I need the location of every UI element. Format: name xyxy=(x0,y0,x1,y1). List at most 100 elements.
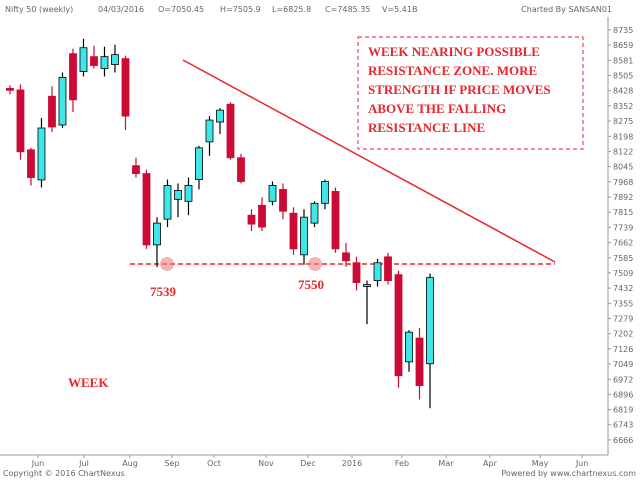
candle-body xyxy=(300,216,308,256)
candle-body xyxy=(415,337,424,387)
candle-body xyxy=(216,109,224,123)
x-tick-label: May xyxy=(532,459,549,468)
y-tick-label: 6743 xyxy=(613,421,633,430)
candle-body xyxy=(111,54,119,65)
header-date: 04/03/2016 xyxy=(98,5,144,14)
period-label: WEEK xyxy=(68,375,109,390)
note-line: RESISTANCE ZONE. MORE xyxy=(368,63,537,78)
header-volume: V=5.41B xyxy=(382,5,417,14)
y-tick-label: 7049 xyxy=(613,360,633,369)
candle-body xyxy=(195,147,203,180)
x-tick-label: Oct xyxy=(207,459,221,468)
candle-body xyxy=(226,103,235,159)
header-open: O=7050.45 xyxy=(158,5,204,14)
y-tick-label: 7432 xyxy=(613,284,633,293)
note-box xyxy=(357,36,584,150)
candle-body xyxy=(258,204,266,228)
plot: 8735 8659 8581 8505 8428 8352 8275 8198 8122 8045… xyxy=(0,17,633,468)
y-tick-label: 6896 xyxy=(613,390,633,399)
y-tick-label: 7126 xyxy=(613,345,633,354)
y-tick-label: 8581 xyxy=(613,56,633,65)
x-tick-label: Aug xyxy=(122,459,138,468)
candle-body xyxy=(37,127,46,181)
y-tick-label: 7892 xyxy=(613,193,633,202)
x-tick-label: 2016 xyxy=(342,459,362,468)
x-tick-label: Mar xyxy=(438,459,454,468)
candle-body xyxy=(16,89,25,153)
y-tick-label: 7279 xyxy=(613,314,633,323)
x-tick-label: Feb xyxy=(395,459,409,468)
x-tick-label: Jun xyxy=(575,459,589,468)
note-line: RESISTANCE LINE xyxy=(368,120,485,135)
header-credit: Charted By SANSAN01 xyxy=(521,5,612,14)
trend-line xyxy=(182,59,556,263)
candle-body xyxy=(405,331,413,363)
y-tick-label: 6972 xyxy=(613,375,633,384)
y-tick-label: 8428 xyxy=(613,87,633,96)
candle-body xyxy=(426,277,434,365)
candle-body xyxy=(6,87,14,91)
low-marker xyxy=(308,257,322,271)
header-low: L=6825.8 xyxy=(272,5,311,14)
candle-body xyxy=(237,157,245,182)
candle-body xyxy=(394,274,403,377)
y-tick-label: 7355 xyxy=(613,299,633,308)
candle-body xyxy=(352,262,361,283)
x-tick-label: Sep xyxy=(164,459,179,468)
candle-body xyxy=(163,185,172,220)
x-tick-label: Jul xyxy=(78,459,89,468)
candle-body xyxy=(153,222,161,246)
y-tick-label: 7202 xyxy=(613,330,633,339)
candle-body xyxy=(69,53,77,101)
y-tick-label: 7739 xyxy=(613,223,633,232)
x-tick-label: Dec xyxy=(300,459,315,468)
candle-body xyxy=(331,191,340,250)
y-tick-label: 8198 xyxy=(613,132,633,141)
note-line: WEEK NEARING POSSIBLE xyxy=(368,44,540,59)
candle-body xyxy=(279,189,287,212)
candle-body xyxy=(142,173,151,246)
low-label: 7539 xyxy=(150,284,177,299)
candle-body xyxy=(247,214,256,225)
candle-body xyxy=(384,256,392,281)
candle-body xyxy=(79,47,88,72)
y-tick-label: 7662 xyxy=(613,239,633,248)
candle-body xyxy=(27,149,35,178)
candle-body xyxy=(373,262,382,281)
candle-body xyxy=(321,181,329,204)
y-tick-label: 7968 xyxy=(613,178,633,187)
candle-body xyxy=(342,252,350,262)
y-tick-label: 8505 xyxy=(613,71,633,80)
x-tick-label: Apr xyxy=(483,459,498,468)
y-tick-label: 8352 xyxy=(613,102,633,111)
header-high: H=7505.9 xyxy=(220,5,261,14)
chart-title: Nifty 50 (weekly) xyxy=(5,5,73,14)
y-tick-label: 7585 xyxy=(613,254,633,263)
candle-body xyxy=(48,95,56,128)
low-label: 7550 xyxy=(298,277,324,292)
footer-copyright: Copyright © 2016 ChartNexus xyxy=(3,469,125,478)
y-tick-label: 8659 xyxy=(613,41,633,50)
note-line: STRENGTH IF PRICE MOVES xyxy=(368,82,551,97)
y-tick-label: 6666 xyxy=(613,436,633,445)
low-marker xyxy=(160,257,174,271)
x-tick-label: Jun xyxy=(31,459,45,468)
y-tick-label: 8122 xyxy=(613,147,633,156)
header-close: C=7485.35 xyxy=(325,5,370,14)
candle-body xyxy=(58,77,67,126)
candle-body xyxy=(174,190,182,200)
candle-body xyxy=(132,165,140,174)
candle-body xyxy=(184,185,193,202)
y-tick-label: 8735 xyxy=(613,26,633,35)
y-tick-label: 7509 xyxy=(613,269,633,278)
y-tick-label: 8045 xyxy=(613,163,633,172)
candle-body xyxy=(289,212,298,250)
candle-body xyxy=(100,56,109,69)
y-tick-label: 6819 xyxy=(613,406,633,415)
candle-body xyxy=(268,185,277,202)
candle-body xyxy=(121,58,130,117)
y-tick-label: 8275 xyxy=(613,117,633,126)
